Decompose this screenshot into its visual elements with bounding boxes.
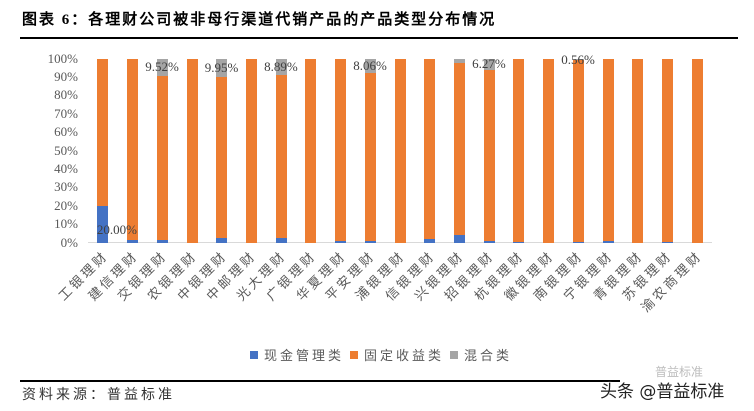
bar-segment	[572, 241, 584, 243]
y-tick-label: 60%	[54, 124, 78, 140]
bar-南银理财	[572, 58, 584, 243]
bar-segment	[513, 241, 525, 243]
y-tick-label: 50%	[54, 142, 78, 158]
bar-segment	[186, 58, 198, 243]
data-label: 9.52%	[145, 59, 179, 75]
bar-宁银理财	[602, 58, 614, 243]
bar-segment	[97, 58, 109, 206]
footer-divider	[20, 380, 620, 382]
bar-信银理财	[424, 58, 436, 243]
x-axis-line	[88, 242, 712, 243]
y-tick-label: 20%	[54, 197, 78, 213]
bar-segment	[127, 58, 139, 241]
bar-农银理财	[186, 58, 198, 243]
data-label: 9.95%	[204, 59, 239, 75]
bar-segment	[632, 58, 644, 243]
bar-segment	[156, 239, 168, 243]
bar-segment	[364, 240, 376, 243]
bar-segment	[572, 58, 584, 60]
bar-segment	[543, 58, 555, 243]
bar-segment	[483, 58, 495, 71]
data-label: 8.06%	[353, 57, 387, 73]
bar-segment	[602, 240, 614, 243]
bar-杭银理财	[513, 58, 525, 243]
y-tick-label: 40%	[54, 160, 78, 176]
legend-swatch-cash-icon	[250, 350, 258, 359]
bar-建信理财	[127, 58, 139, 243]
bar-光大理财	[275, 58, 287, 243]
data-label: 8.89%	[264, 58, 298, 74]
bar-segment	[216, 237, 228, 243]
chart-legend: 现金管理类 固定收益类 混合类	[250, 345, 518, 364]
bar-segment	[216, 58, 228, 77]
bar-segment	[453, 58, 465, 64]
stacked-bar-chart: 0% 10% 20% 30% 40% 50% 60% 70% 80% 90% 100% 工银理财 建信理…	[47, 50, 712, 315]
legend-item-cash: 现金管理类	[250, 345, 344, 364]
bar-兴银理财	[453, 58, 465, 243]
source-note: 资料来源：普益标准	[22, 387, 175, 403]
bar-segment	[335, 58, 347, 241]
watermark-faint: 普益标准	[655, 365, 704, 379]
bar-segment	[572, 59, 584, 242]
bar-segment	[127, 240, 139, 243]
bar-segment	[275, 74, 287, 238]
bar-segment	[156, 58, 168, 77]
y-tick-label: 30%	[54, 179, 78, 195]
bar-segment	[483, 70, 495, 241]
bar-华夏理财	[335, 58, 347, 243]
bar-segment	[691, 58, 703, 243]
bar-segment	[364, 73, 376, 241]
data-label: 0.56%	[561, 51, 595, 67]
bar-徽银理财	[543, 58, 555, 243]
bar-segment	[424, 238, 436, 243]
y-tick-label: 90%	[54, 68, 78, 84]
legend-item-mixed: 混合类	[450, 345, 512, 364]
y-tick-label: 70%	[54, 105, 78, 121]
y-tick-label: 80%	[54, 87, 78, 103]
bar-segment	[661, 58, 673, 242]
bar-中邮理财	[245, 58, 257, 243]
bar-segment	[602, 58, 614, 241]
bar-平安理财	[364, 58, 376, 243]
bar-segment	[394, 58, 406, 243]
bar-segment	[305, 58, 317, 243]
data-label: 20.00%	[96, 221, 137, 237]
bar-segment	[335, 240, 347, 243]
title-divider	[20, 37, 738, 39]
y-tick-label: 0%	[60, 234, 78, 250]
bar-青银理财	[632, 58, 644, 243]
bar-segment	[364, 58, 376, 74]
bar-segment	[97, 205, 109, 243]
legend-swatch-mixed-icon	[450, 350, 459, 359]
bar-segment	[245, 58, 257, 243]
bar-苏银理财	[661, 58, 673, 243]
bar-工银理财	[97, 58, 109, 243]
y-tick-label: 100%	[47, 50, 78, 66]
y-tick-label: 10%	[54, 216, 78, 232]
legend-label: 混合类	[464, 349, 513, 364]
bar-segment	[156, 76, 168, 240]
chart-title: 图表 6：各理财公司被非母行渠道代销产品的产品类型分布情况	[22, 12, 497, 28]
bar-segment	[661, 241, 673, 243]
bar-segment	[453, 63, 465, 235]
bar-渝农商理财	[691, 58, 703, 243]
data-label: 6.27%	[472, 56, 506, 72]
bar-广银理财	[305, 58, 317, 243]
legend-label: 固定收益类	[364, 349, 445, 364]
legend-item-fixed-income: 固定收益类	[350, 345, 444, 364]
bar-segment	[275, 58, 287, 75]
bar-招银理财	[483, 58, 495, 243]
bar-segment	[275, 237, 287, 243]
legend-label: 现金管理类	[264, 349, 345, 364]
bar-中银理财	[216, 58, 228, 243]
bar-浦银理财	[394, 58, 406, 243]
bar-交银理财	[156, 58, 168, 243]
bar-segment	[216, 76, 228, 238]
watermark: 头条 @普益标准	[600, 382, 725, 402]
bar-segment	[483, 240, 495, 243]
bar-segment	[424, 58, 436, 239]
bar-segment	[513, 58, 525, 242]
legend-swatch-fixed-icon	[350, 350, 359, 359]
bar-segment	[453, 234, 465, 243]
